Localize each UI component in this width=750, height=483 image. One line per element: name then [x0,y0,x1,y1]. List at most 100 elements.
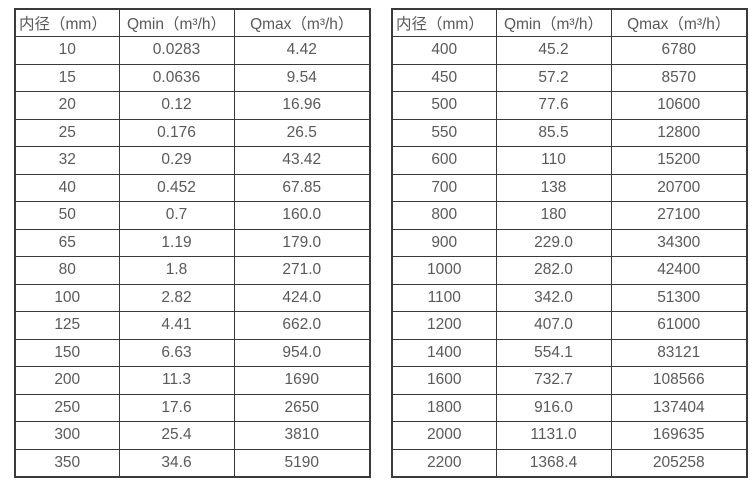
table-cell: 20 [14,91,120,120]
table-cell: 77.6 [495,91,612,120]
table-header: 内径（mm） Qmin（m³/h） Qmax（m³/h） [14,8,371,37]
table-cell: 732.7 [495,366,612,395]
table-header: 内径（mm） Qmin（m³/h） Qmax（m³/h） [391,8,748,37]
table-cell: 1000 [391,256,497,285]
table-cell: 1.8 [118,256,235,285]
table-row: 1800 916.0 137404 [391,393,748,422]
table-cell: 0.452 [118,173,235,202]
table-cell: 51300 [610,283,748,312]
table-cell: 662.0 [233,311,371,340]
table-row: 20 0.12 16.96 [14,91,371,120]
table-cell: 160.0 [233,201,371,230]
table-row: 80 1.8 271.0 [14,256,371,285]
table-cell: 15 [14,63,120,92]
table-row: 250 17.6 2650 [14,393,371,422]
table-cell: 0.176 [118,118,235,147]
table-row: 400 45.2 6780 [391,36,748,65]
header-qmin: Qmin（m³/h） [495,8,612,37]
table-cell: 40 [14,173,120,202]
table-row: 300 25.4 3810 [14,421,371,450]
table-cell: 150 [14,338,120,367]
table-cell: 2000 [391,421,497,450]
table-cell: 57.2 [495,63,612,92]
table-row: 900 229.0 34300 [391,228,748,257]
table-row: 1200 407.0 61000 [391,311,748,340]
table-cell: 271.0 [233,256,371,285]
table-cell: 0.29 [118,146,235,175]
table-row: 150 6.63 954.0 [14,338,371,367]
table-cell: 450 [391,63,497,92]
table-row: 2200 1368.4 205258 [391,448,748,477]
table-cell: 350 [14,448,120,477]
table-cell: 180 [495,201,612,230]
table-cell: 83121 [610,338,748,367]
flow-spec-table-right: 内径（mm） Qmin（m³/h） Qmax（m³/h） 400 45.2 6780… [391,8,748,478]
table-cell: 2650 [233,393,371,422]
table-cell: 12800 [610,118,748,147]
table-cell: 80 [14,256,120,285]
table-cell: 1.19 [118,228,235,257]
flow-spec-table-left: 内径（mm） Qmin（m³/h） Qmax（m³/h） 10 0.0283 4.4… [14,8,371,478]
table-row: 25 0.176 26.5 [14,118,371,147]
table-row: 65 1.19 179.0 [14,228,371,257]
table-cell: 500 [391,91,497,120]
table-cell: 9.54 [233,63,371,92]
table-cell: 0.0283 [118,36,235,65]
table-cell: 2200 [391,448,497,477]
table-cell: 0.12 [118,91,235,120]
table-row: 1100 342.0 51300 [391,283,748,312]
table-cell: 0.7 [118,201,235,230]
table-row: 10 0.0283 4.42 [14,36,371,65]
table-cell: 342.0 [495,283,612,312]
table-cell: 110 [495,146,612,175]
table-cell: 300 [14,421,120,450]
table-row: 50 0.7 160.0 [14,201,371,230]
table-row: 1400 554.1 83121 [391,338,748,367]
table-row: 40 0.452 67.85 [14,173,371,202]
table-cell: 50 [14,201,120,230]
table-row: 100 2.82 424.0 [14,283,371,312]
header-qmax: Qmax（m³/h） [233,8,371,37]
table-cell: 5190 [233,448,371,477]
table-cell: 6.63 [118,338,235,367]
table-cell: 900 [391,228,497,257]
table-cell: 61000 [610,311,748,340]
table-cell: 916.0 [495,393,612,422]
header-row: 内径（mm） Qmin（m³/h） Qmax（m³/h） [14,8,371,37]
table-cell: 6780 [610,36,748,65]
table-cell: 169635 [610,421,748,450]
table-cell: 250 [14,393,120,422]
table-cell: 65 [14,228,120,257]
table-cell: 229.0 [495,228,612,257]
table-cell: 42400 [610,256,748,285]
table-cell: 424.0 [233,283,371,312]
table-cell: 407.0 [495,311,612,340]
table-cell: 34.6 [118,448,235,477]
table-row: 15 0.0636 9.54 [14,63,371,92]
table-cell: 800 [391,201,497,230]
table-cell: 17.6 [118,393,235,422]
table-cell: 25.4 [118,421,235,450]
table-row: 200 11.3 1690 [14,366,371,395]
table-cell: 2.82 [118,283,235,312]
table-row: 2000 1131.0 169635 [391,421,748,450]
table-cell: 954.0 [233,338,371,367]
table-cell: 205258 [610,448,748,477]
table-cell: 10 [14,36,120,65]
table-cell: 4.42 [233,36,371,65]
table-cell: 550 [391,118,497,147]
table-cell: 4.41 [118,311,235,340]
table-cell: 0.0636 [118,63,235,92]
table-cell: 1368.4 [495,448,612,477]
table-cell: 600 [391,146,497,175]
table-row: 450 57.2 8570 [391,63,748,92]
table-cell: 100 [14,283,120,312]
table-cell: 137404 [610,393,748,422]
table-cell: 3810 [233,421,371,450]
table-cell: 1400 [391,338,497,367]
table-cell: 25 [14,118,120,147]
table-cell: 45.2 [495,36,612,65]
table-row: 350 34.6 5190 [14,448,371,477]
table-row: 550 85.5 12800 [391,118,748,147]
